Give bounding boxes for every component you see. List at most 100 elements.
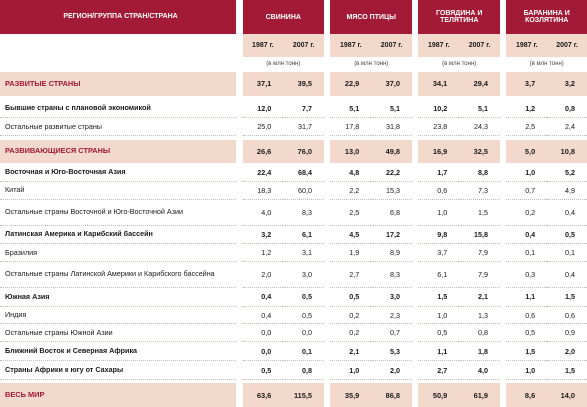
value-cell: 0,5 — [418, 323, 460, 343]
row-label: Остальные страны Восточной и Юго-Восточн… — [0, 199, 237, 226]
region-column-header: РЕГИОН/ГРУППА СТРАН/СТРАНА — [0, 0, 237, 35]
value-cell: 15,8 — [459, 225, 500, 245]
value-cell: 9,8 — [418, 225, 460, 245]
year-2007: 2007 г. — [459, 34, 500, 57]
value-cell: 49,8 — [371, 139, 413, 163]
value-cell: 2,4 — [547, 117, 587, 137]
value-cell: 68,4 — [283, 162, 325, 183]
value-cell: 1,0 — [330, 360, 372, 381]
value-cell: 26,6 — [242, 139, 284, 163]
value-cell: 3,1 — [283, 243, 325, 263]
value-cell: 2,5 — [506, 117, 548, 137]
value-cell: 0,0 — [242, 341, 284, 362]
value-cell: 3,7 — [418, 243, 460, 263]
value-cell: 0,0 — [242, 323, 284, 343]
pork-header: СВИНИНА — [242, 0, 325, 35]
value-cell: 37,0 — [371, 72, 413, 96]
unit-label: (в млн тонн) — [418, 56, 500, 73]
value-cell: 1,5 — [418, 287, 460, 307]
row-label: Индия — [0, 306, 237, 325]
value-cell: 7,3 — [459, 181, 500, 201]
value-cell: 0,9 — [547, 323, 587, 343]
table-row: Латинская Америка и Карибский бассейн 3,2… — [0, 225, 587, 245]
value-cell: 22,4 — [242, 162, 284, 183]
value-cell: 39,5 — [283, 72, 325, 96]
value-cell: 12,0 — [242, 98, 284, 119]
value-cell: 0,7 — [371, 323, 413, 343]
value-cell: 0,2 — [330, 306, 372, 325]
value-cell: 0,4 — [242, 287, 284, 307]
value-cell: 0,2 — [506, 199, 548, 226]
value-cell: 4,5 — [330, 225, 372, 245]
value-cell: 3,2 — [547, 72, 587, 96]
value-cell: 4,0 — [459, 360, 500, 381]
row-label: Китай — [0, 181, 237, 201]
value-cell: 3,2 — [242, 225, 284, 245]
value-cell: 6,8 — [371, 199, 413, 226]
value-cell: 4,8 — [330, 162, 372, 183]
value-cell: 1,0 — [506, 162, 548, 183]
value-cell: 1,5 — [547, 360, 587, 381]
value-cell: 0,4 — [242, 306, 284, 325]
value-cell: 76,0 — [283, 139, 325, 163]
value-cell: 29,4 — [459, 72, 500, 96]
value-cell: 0,6 — [418, 181, 460, 201]
value-cell: 0,0 — [283, 323, 325, 343]
value-cell: 1,2 — [506, 98, 548, 119]
row-label: Бразилия — [0, 243, 237, 263]
value-cell: 50,9 — [418, 383, 460, 407]
value-cell: 1,3 — [459, 306, 500, 325]
value-cell: 37,1 — [242, 72, 284, 96]
value-cell: 5,1 — [459, 98, 500, 119]
value-cell: 14,0 — [547, 383, 587, 407]
table-row: Остальные страны Латинской Америки и Кар… — [0, 261, 587, 288]
row-label: РАЗВИТЫЕ СТРАНЫ — [0, 72, 237, 96]
table-row: Бывшие страны с плановой экономикой 12,0 7… — [0, 98, 587, 119]
value-cell: 1,2 — [242, 243, 284, 263]
value-cell: 1,1 — [418, 341, 460, 362]
unit-label: (в млн тонн) — [330, 56, 413, 73]
table-row: Бразилия 1,2 3,1 1,9 8,9 3,7 7,9 0,1 0,1 — [0, 243, 587, 263]
value-cell: 31,7 — [283, 117, 325, 137]
value-cell: 1,0 — [506, 360, 548, 381]
value-cell: 2,3 — [371, 306, 413, 325]
row-label: Страны Африки к югу от Сахары — [0, 360, 237, 381]
value-cell: 0,5 — [330, 287, 372, 307]
table-row: Индия 0,4 0,5 0,2 2,3 1,0 1,3 0,6 0,6 — [0, 306, 587, 325]
value-cell: 31,8 — [371, 117, 413, 137]
value-cell: 0,6 — [506, 306, 548, 325]
value-cell: 0,5 — [283, 287, 325, 307]
table-row: Остальные страны Южной Азии 0,0 0,0 0,2 0,7 0… — [0, 323, 587, 343]
year-1987: 1987 г. — [330, 34, 372, 57]
year-1987: 1987 г. — [506, 34, 548, 57]
row-label: Остальные развитые страны — [0, 117, 237, 137]
row-spacer — [0, 379, 587, 384]
value-cell: 1,9 — [330, 243, 372, 263]
value-cell: 0,1 — [506, 243, 548, 263]
value-cell: 1,8 — [459, 341, 500, 362]
value-cell: 5,1 — [371, 98, 413, 119]
value-cell: 0,8 — [459, 323, 500, 343]
value-cell: 1,7 — [418, 162, 460, 183]
value-cell: 0,5 — [547, 225, 587, 245]
value-cell: 23,8 — [418, 117, 460, 137]
table-row: Восточная и Юго-Восточная Азия 22,4 68,4 4,… — [0, 162, 587, 183]
value-cell: 4,0 — [242, 199, 284, 226]
value-cell: 10,8 — [547, 139, 587, 163]
value-cell: 0,1 — [283, 341, 325, 362]
value-cell: 1,5 — [459, 199, 500, 226]
beef-header: ГОВЯДИНА И ТЕЛЯТИНА — [418, 0, 500, 35]
table-row: Южная Азия 0,4 0,5 0,5 3,0 1,5 2,1 1,1 1,5 — [0, 287, 587, 307]
value-cell: 0,6 — [547, 306, 587, 325]
value-cell: 61,9 — [459, 383, 500, 407]
table-row: Ближний Восток и Северная Африка 0,0 0,1 2,… — [0, 341, 587, 362]
table-row: Остальные развитые страны 25,0 31,7 17,8 31,… — [0, 117, 587, 137]
value-cell: 22,2 — [371, 162, 413, 183]
value-cell: 2,0 — [242, 261, 284, 288]
value-cell: 10,2 — [418, 98, 460, 119]
table-row: Китай 18,3 60,0 2,2 15,3 0,6 7,3 0,7 4,9 — [0, 181, 587, 201]
row-spacer — [0, 95, 587, 99]
row-label: Остальные страны Южной Азии — [0, 323, 237, 343]
value-cell: 115,5 — [283, 383, 325, 407]
value-cell: 5,3 — [371, 341, 413, 362]
